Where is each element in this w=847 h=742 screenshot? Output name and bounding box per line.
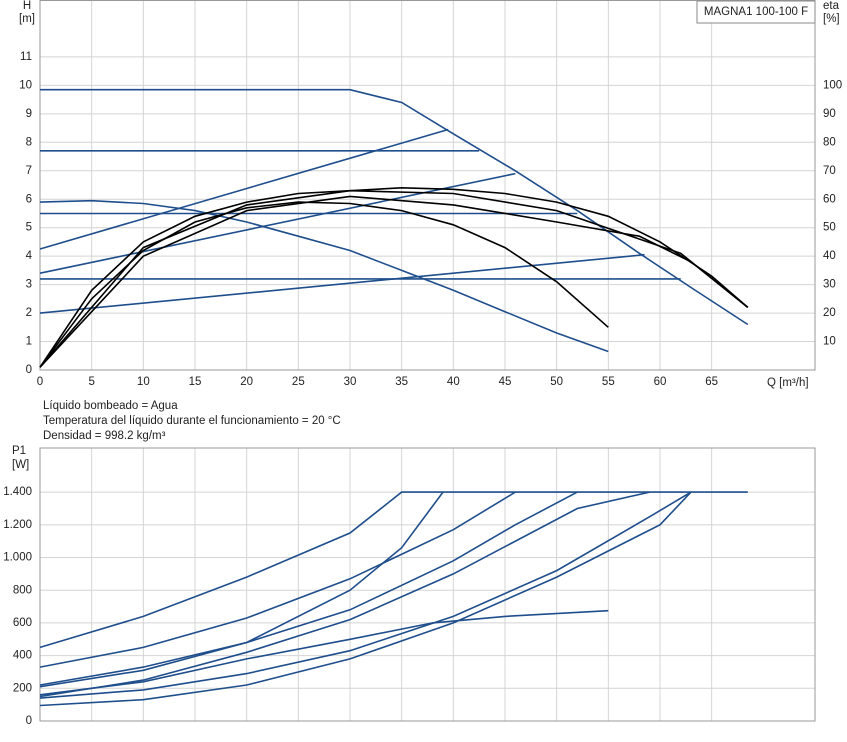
y-tick-label: 3 bbox=[26, 279, 32, 291]
y2-tick-label: 80 bbox=[823, 136, 836, 148]
y-tick-label: 8 bbox=[26, 136, 32, 148]
y-tick-label: 2 bbox=[26, 307, 32, 319]
curve bbox=[39, 491, 578, 686]
y2-tick-label: 70 bbox=[823, 165, 836, 177]
curve bbox=[39, 609, 609, 696]
y-tick-label: 10 bbox=[19, 79, 32, 91]
y2-tick-label: 100 bbox=[823, 79, 842, 91]
y-tick-label: 1.400 bbox=[3, 486, 32, 498]
y-tick-label: 9 bbox=[26, 108, 32, 120]
x-tick-label: 15 bbox=[189, 376, 202, 388]
y-tick-label: 600 bbox=[13, 617, 32, 629]
x-tick-label: 5 bbox=[88, 376, 94, 388]
curve bbox=[40, 88, 749, 326]
bottom-frame bbox=[39, 447, 816, 722]
y2-tick-label: 90 bbox=[823, 108, 836, 120]
x-tick-label: 45 bbox=[499, 376, 512, 388]
curve bbox=[39, 491, 516, 668]
x-tick-label: 40 bbox=[447, 376, 460, 388]
x-tick-label: 20 bbox=[240, 376, 253, 388]
title-box bbox=[696, 0, 816, 24]
x-tick-label: 0 bbox=[37, 376, 43, 388]
x-tick-label: 55 bbox=[602, 376, 615, 388]
y-tick-label: 5 bbox=[26, 222, 32, 234]
y2-tick-label: 50 bbox=[823, 222, 836, 234]
curve bbox=[39, 253, 645, 314]
note: Temperatura del líquido durante el funci… bbox=[43, 415, 341, 427]
top-frame bbox=[39, 0, 816, 371]
curve bbox=[39, 491, 650, 698]
y2-label: eta bbox=[823, 0, 840, 12]
y2-tick-label: 20 bbox=[823, 307, 836, 319]
y-tick-label: 1.000 bbox=[3, 552, 32, 564]
curve bbox=[39, 128, 449, 250]
y-unit: [W] bbox=[12, 459, 29, 471]
y-tick-label: 1 bbox=[26, 336, 32, 348]
curve bbox=[39, 491, 692, 699]
x-tick-label: 50 bbox=[550, 376, 563, 388]
y-tick-label: 1.200 bbox=[3, 519, 32, 531]
y2-tick-label: 60 bbox=[823, 193, 836, 205]
y2-tick-label: 10 bbox=[823, 336, 836, 348]
curve bbox=[39, 172, 516, 274]
curve bbox=[39, 189, 749, 368]
y-tick-label: 0 bbox=[26, 364, 32, 376]
x-label: Q [m³/h] bbox=[767, 377, 809, 389]
x-tick-label: 65 bbox=[705, 376, 718, 388]
y-tick-label: 200 bbox=[13, 682, 32, 694]
curve bbox=[39, 195, 749, 368]
y2-unit: [%] bbox=[823, 13, 840, 25]
y-label: H bbox=[23, 0, 31, 12]
note: Líquido bombeado = Agua bbox=[43, 400, 178, 412]
y-unit: [m] bbox=[19, 13, 35, 25]
curve bbox=[39, 186, 749, 368]
curve bbox=[39, 491, 444, 688]
x-tick-label: 10 bbox=[137, 376, 150, 388]
y-tick-label: 11 bbox=[20, 51, 32, 63]
title: MAGNA1 100-100 F bbox=[704, 6, 808, 18]
x-tick-label: 25 bbox=[292, 376, 305, 388]
y-tick-label: 0 bbox=[26, 715, 32, 727]
x-tick-label: 35 bbox=[395, 376, 408, 388]
curve bbox=[39, 199, 609, 353]
y-tick-label: 7 bbox=[26, 165, 32, 177]
y2-tick-label: 30 bbox=[823, 279, 836, 291]
x-tick-label: 30 bbox=[344, 376, 357, 388]
y2-tick-label: 40 bbox=[823, 250, 836, 262]
curve bbox=[39, 491, 692, 707]
x-tick-label: 60 bbox=[654, 376, 667, 388]
y-tick-label: 6 bbox=[26, 193, 32, 205]
curve bbox=[39, 491, 748, 649]
y-tick-label: 4 bbox=[26, 250, 33, 262]
note: Densidad = 998.2 kg/m³ bbox=[43, 430, 166, 442]
y-tick-label: 400 bbox=[13, 650, 32, 662]
y-tick-label: 800 bbox=[13, 584, 32, 596]
y-label: P1 bbox=[12, 445, 26, 457]
